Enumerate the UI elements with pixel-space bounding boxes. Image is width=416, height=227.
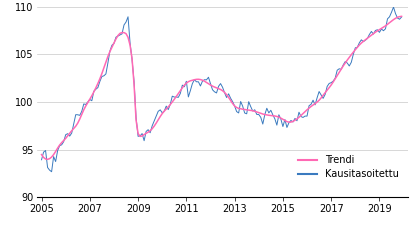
Legend: Trendi, Kausitasoitettu: Trendi, Kausitasoitettu (294, 151, 403, 183)
